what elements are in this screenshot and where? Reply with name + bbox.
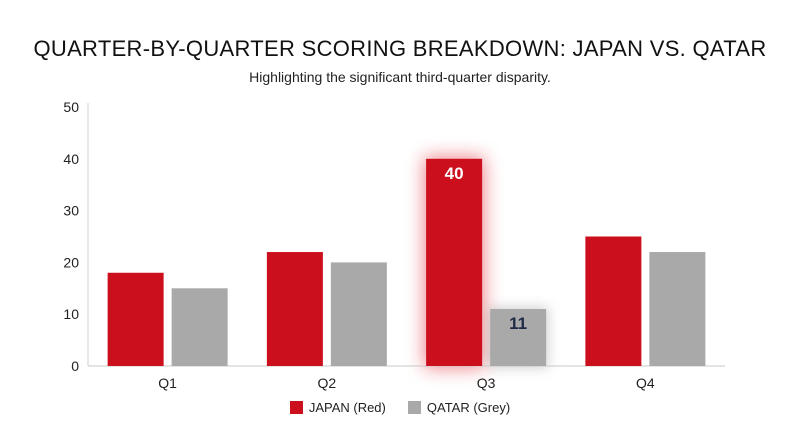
bar-qatar-q1 (171, 288, 228, 366)
bar-japan-q1 (107, 272, 164, 366)
x-tick-label: Q1 (158, 375, 177, 391)
legend-label-japan: JAPAN (Red) (308, 400, 386, 415)
y-tick-label: 10 (63, 306, 79, 322)
legend-item-qatar: QATAR (Grey) (407, 400, 511, 415)
legend-swatch-japan (289, 401, 303, 414)
data-label: 11 (509, 314, 527, 333)
bar-japan-q3 (426, 158, 483, 366)
bar-qatar-q4 (649, 252, 706, 366)
y-tick-label: 0 (71, 358, 79, 374)
x-tick-label: Q3 (477, 375, 496, 391)
legend-item-japan: JAPAN (Red) (289, 400, 386, 415)
legend-swatch-qatar (407, 401, 421, 414)
x-tick-label: Q2 (318, 375, 337, 391)
chart-subtitle: Highlighting the significant third-quart… (249, 69, 551, 85)
chart-title: QUARTER-BY-QUARTER SCORING BREAKDOWN: JA… (33, 36, 767, 61)
bar-qatar-q3 (490, 309, 547, 366)
y-tick-label: 30 (63, 203, 79, 219)
bar-japan-q4 (585, 236, 642, 366)
legend-label-qatar: QATAR (Grey) (426, 400, 511, 415)
bar-japan-q2 (266, 252, 323, 366)
chart-legend: JAPAN (Red) QATAR (Grey) (0, 400, 800, 415)
y-tick-label: 20 (63, 254, 79, 270)
data-label: 40 (445, 164, 464, 183)
bar-qatar-q2 (330, 262, 387, 366)
y-tick-label: 50 (63, 99, 79, 115)
y-tick-label: 40 (63, 151, 79, 167)
x-tick-label: Q4 (636, 375, 655, 391)
